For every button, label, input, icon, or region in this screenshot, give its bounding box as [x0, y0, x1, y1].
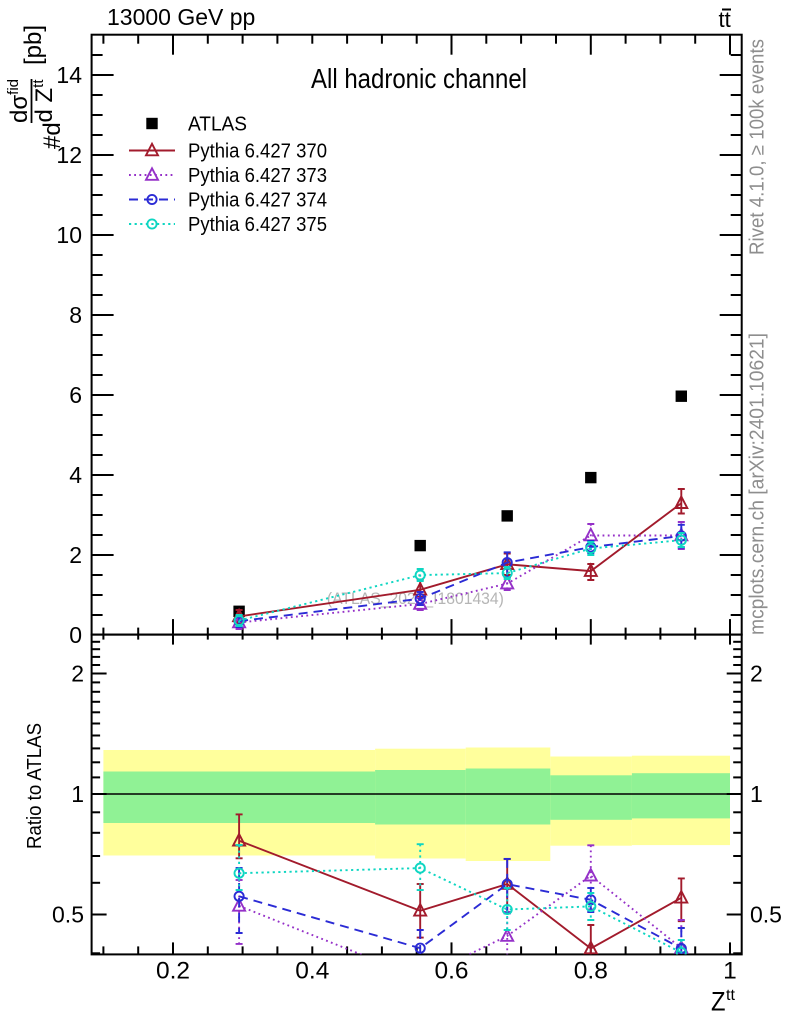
svg-text:0.8: 0.8 [574, 958, 608, 985]
svg-text:2: 2 [71, 661, 84, 687]
svg-text:All hadronic channel: All hadronic channel [311, 63, 527, 94]
svg-text:Pythia 6.427 375: Pythia 6.427 375 [188, 214, 327, 236]
svg-text:Rivet 4.1.0, ≥ 100k events: Rivet 4.1.0, ≥ 100k events [747, 39, 769, 255]
svg-text:Pythia 6.427 373: Pythia 6.427 373 [188, 165, 327, 187]
svg-text:1: 1 [71, 781, 84, 807]
svg-text:0.2: 0.2 [156, 958, 190, 985]
svg-text:13000 GeV pp: 13000 GeV pp [107, 4, 255, 30]
svg-text:0.4: 0.4 [295, 958, 329, 985]
svg-text:mcplots.cern.ch [arXiv:2401.10: mcplots.cern.ch [arXiv:2401.10621] [747, 333, 769, 635]
svg-text:0.5: 0.5 [52, 902, 84, 928]
svg-text:10: 10 [56, 222, 82, 248]
svg-text:1: 1 [723, 958, 737, 985]
svg-text:[pb]: [pb] [20, 25, 47, 65]
svg-text:Pythia 6.427 374: Pythia 6.427 374 [188, 190, 327, 212]
svg-text:2: 2 [750, 661, 763, 687]
svg-text:#d: #d [39, 122, 66, 149]
svg-text:2: 2 [69, 542, 82, 568]
svg-text:tt: tt [719, 7, 731, 32]
svg-text:Ratio to ATLAS: Ratio to ATLAS [24, 723, 46, 849]
svg-text:0.6: 0.6 [434, 958, 468, 985]
svg-text:4: 4 [69, 462, 82, 488]
svg-text:ATLAS: ATLAS [188, 114, 247, 136]
svg-text:Pythia 6.427 370: Pythia 6.427 370 [188, 141, 327, 163]
svg-text:tt: tt [726, 987, 735, 1004]
svg-text:14: 14 [56, 62, 82, 88]
svg-text:0.5: 0.5 [750, 902, 782, 928]
svg-text:6: 6 [69, 382, 82, 408]
svg-text:8: 8 [69, 302, 82, 328]
svg-text:12: 12 [56, 142, 82, 168]
svg-text:1: 1 [750, 781, 763, 807]
svg-text:0: 0 [69, 622, 82, 648]
svg-text:Z: Z [711, 987, 726, 1017]
